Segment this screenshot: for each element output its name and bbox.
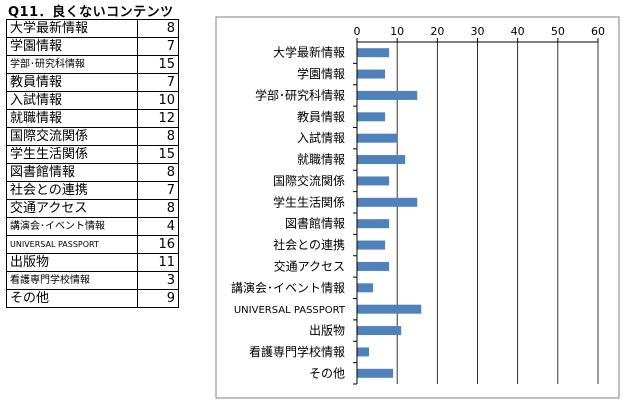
x-tick-labels: 0 10 20 30 40 50 60: [354, 25, 606, 38]
table-row: 入試情報 10: [6, 91, 179, 110]
category-label: 就職情報: [297, 153, 345, 167]
x-tick-label: 30: [471, 25, 485, 38]
table-cell-value: 15: [137, 145, 179, 164]
table-row: その他 9: [6, 289, 179, 308]
table-cell-label: 学園情報: [6, 37, 138, 56]
table-cell-label: 社会との連携: [6, 181, 138, 200]
category-label: 社会との連携: [273, 237, 345, 252]
table-row: 国際交流関係 8: [6, 127, 179, 146]
table-title: Q11．良くないコンテンツ: [8, 5, 174, 20]
category-label: その他: [309, 366, 345, 380]
bar: [357, 326, 402, 336]
category-label: 看護専門学校情報: [249, 344, 345, 359]
x-tick-label: 20: [430, 25, 444, 38]
bar: [357, 304, 422, 314]
data-table: 大学最新情報 8 学園情報 7 学部･研究科情報 15 教員情報 7 入試情報 10 就職情報 12 国…: [6, 19, 179, 308]
x-tick-label: 50: [551, 25, 565, 38]
table-cell-value: 11: [137, 253, 179, 272]
category-label: 教員情報: [297, 109, 345, 124]
category-label: 学部･研究科情報: [255, 87, 345, 102]
bar: [357, 90, 418, 100]
bar: [357, 155, 406, 165]
table-cell-value: 8: [137, 127, 179, 146]
bar: [357, 347, 370, 357]
table-cell-label: 国際交流関係: [6, 127, 138, 146]
table-row: 講演会･イベント情報 4: [6, 217, 179, 236]
x-tick-label: 60: [591, 25, 605, 38]
bars: [357, 48, 422, 378]
bar: [357, 133, 398, 143]
category-label: 図書館情報: [285, 216, 345, 231]
table-row: 社会との連携 7: [6, 181, 179, 200]
category-label: 出版物: [309, 324, 345, 338]
table-cell-value: 9: [137, 289, 179, 308]
axes: [353, 41, 598, 385]
table-cell-value: 7: [137, 37, 179, 56]
table-row: 教員情報 7: [6, 73, 179, 92]
table-cell-label: その他: [6, 289, 138, 308]
category-labels: 大学最新情報学園情報学部･研究科情報教員情報入試情報就職情報国際交流関係学生生活…: [231, 45, 346, 381]
bar: [357, 48, 390, 58]
bar: [357, 261, 390, 271]
chart-frame: [215, 16, 620, 399]
x-tick-label: 0: [354, 25, 361, 38]
category-label: 国際交流関係: [273, 173, 345, 188]
table-row: 交通アクセス 8: [6, 199, 179, 218]
table-cell-label: 出版物: [6, 253, 138, 272]
category-label: 学園情報: [297, 66, 345, 81]
table-row: 学園情報 7: [6, 37, 179, 56]
bar: [357, 219, 390, 229]
bar: [357, 368, 394, 378]
x-tick-label: 40: [511, 25, 525, 38]
category-label: 講演会･イベント情報: [231, 280, 345, 295]
bar: [357, 197, 418, 207]
bar: [357, 176, 390, 186]
category-label: UNIVERSAL PASSPORT: [234, 305, 346, 316]
table-row: 図書館情報 8: [6, 163, 179, 182]
table-cell-label: 就職情報: [6, 109, 138, 128]
category-label: 学生生活関係: [273, 194, 345, 209]
category-label: 入試情報: [297, 130, 345, 145]
table-cell-label: 入試情報: [6, 91, 138, 110]
bar: [357, 240, 386, 250]
bar: [357, 283, 374, 293]
bar: [357, 69, 386, 79]
table-cell-value: 12: [137, 109, 179, 128]
table-row: 大学最新情報 8: [6, 19, 179, 38]
table-row: 就職情報 12: [6, 109, 179, 128]
table-row: 出版物 11: [6, 253, 179, 272]
x-tick-label: 10: [390, 25, 404, 38]
category-label: 交通アクセス: [274, 258, 345, 273]
category-label: 大学最新情報: [273, 45, 345, 60]
bar: [357, 112, 386, 122]
